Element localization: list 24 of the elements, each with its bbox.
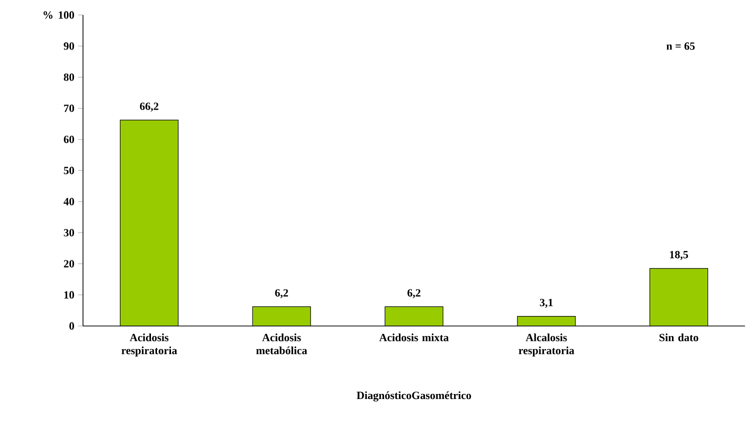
x-axis-title: DiagnósticoGasométrico: [356, 391, 472, 402]
y-tick-label: 60: [64, 136, 74, 144]
x-tick-label: Acidosis mixta: [379, 334, 449, 342]
x-tick-label: Sin dato: [660, 334, 698, 342]
annotation: n = 65: [666, 42, 695, 50]
y-tick-label: 50: [64, 166, 74, 174]
y-tick-label: 20: [64, 260, 74, 268]
y-axis-title: %: [44, 11, 52, 19]
x-tick-label: Alcalosis respiratoria: [518, 334, 574, 356]
data-label: 3,1: [540, 298, 553, 308]
data-label: 18,5: [670, 250, 688, 260]
y-tick-label: 80: [64, 73, 74, 81]
x-tick-label: Acidosis metabólica: [256, 334, 308, 354]
y-tick-label: 0: [69, 322, 74, 330]
data-label: 6,2: [275, 289, 288, 298]
y-tick-label: 40: [64, 198, 74, 206]
y-tick-label: 70: [64, 104, 74, 112]
data-label: 6,2: [408, 289, 420, 298]
y-tick-label: 30: [64, 228, 74, 236]
data-label: 66,2: [140, 102, 158, 112]
y-tick-label: 90: [64, 42, 74, 50]
x-tick-label: Acidosis respiratoria: [122, 334, 178, 356]
y-tick-label: 100: [58, 11, 74, 19]
y-tick-label: 10: [64, 291, 74, 299]
